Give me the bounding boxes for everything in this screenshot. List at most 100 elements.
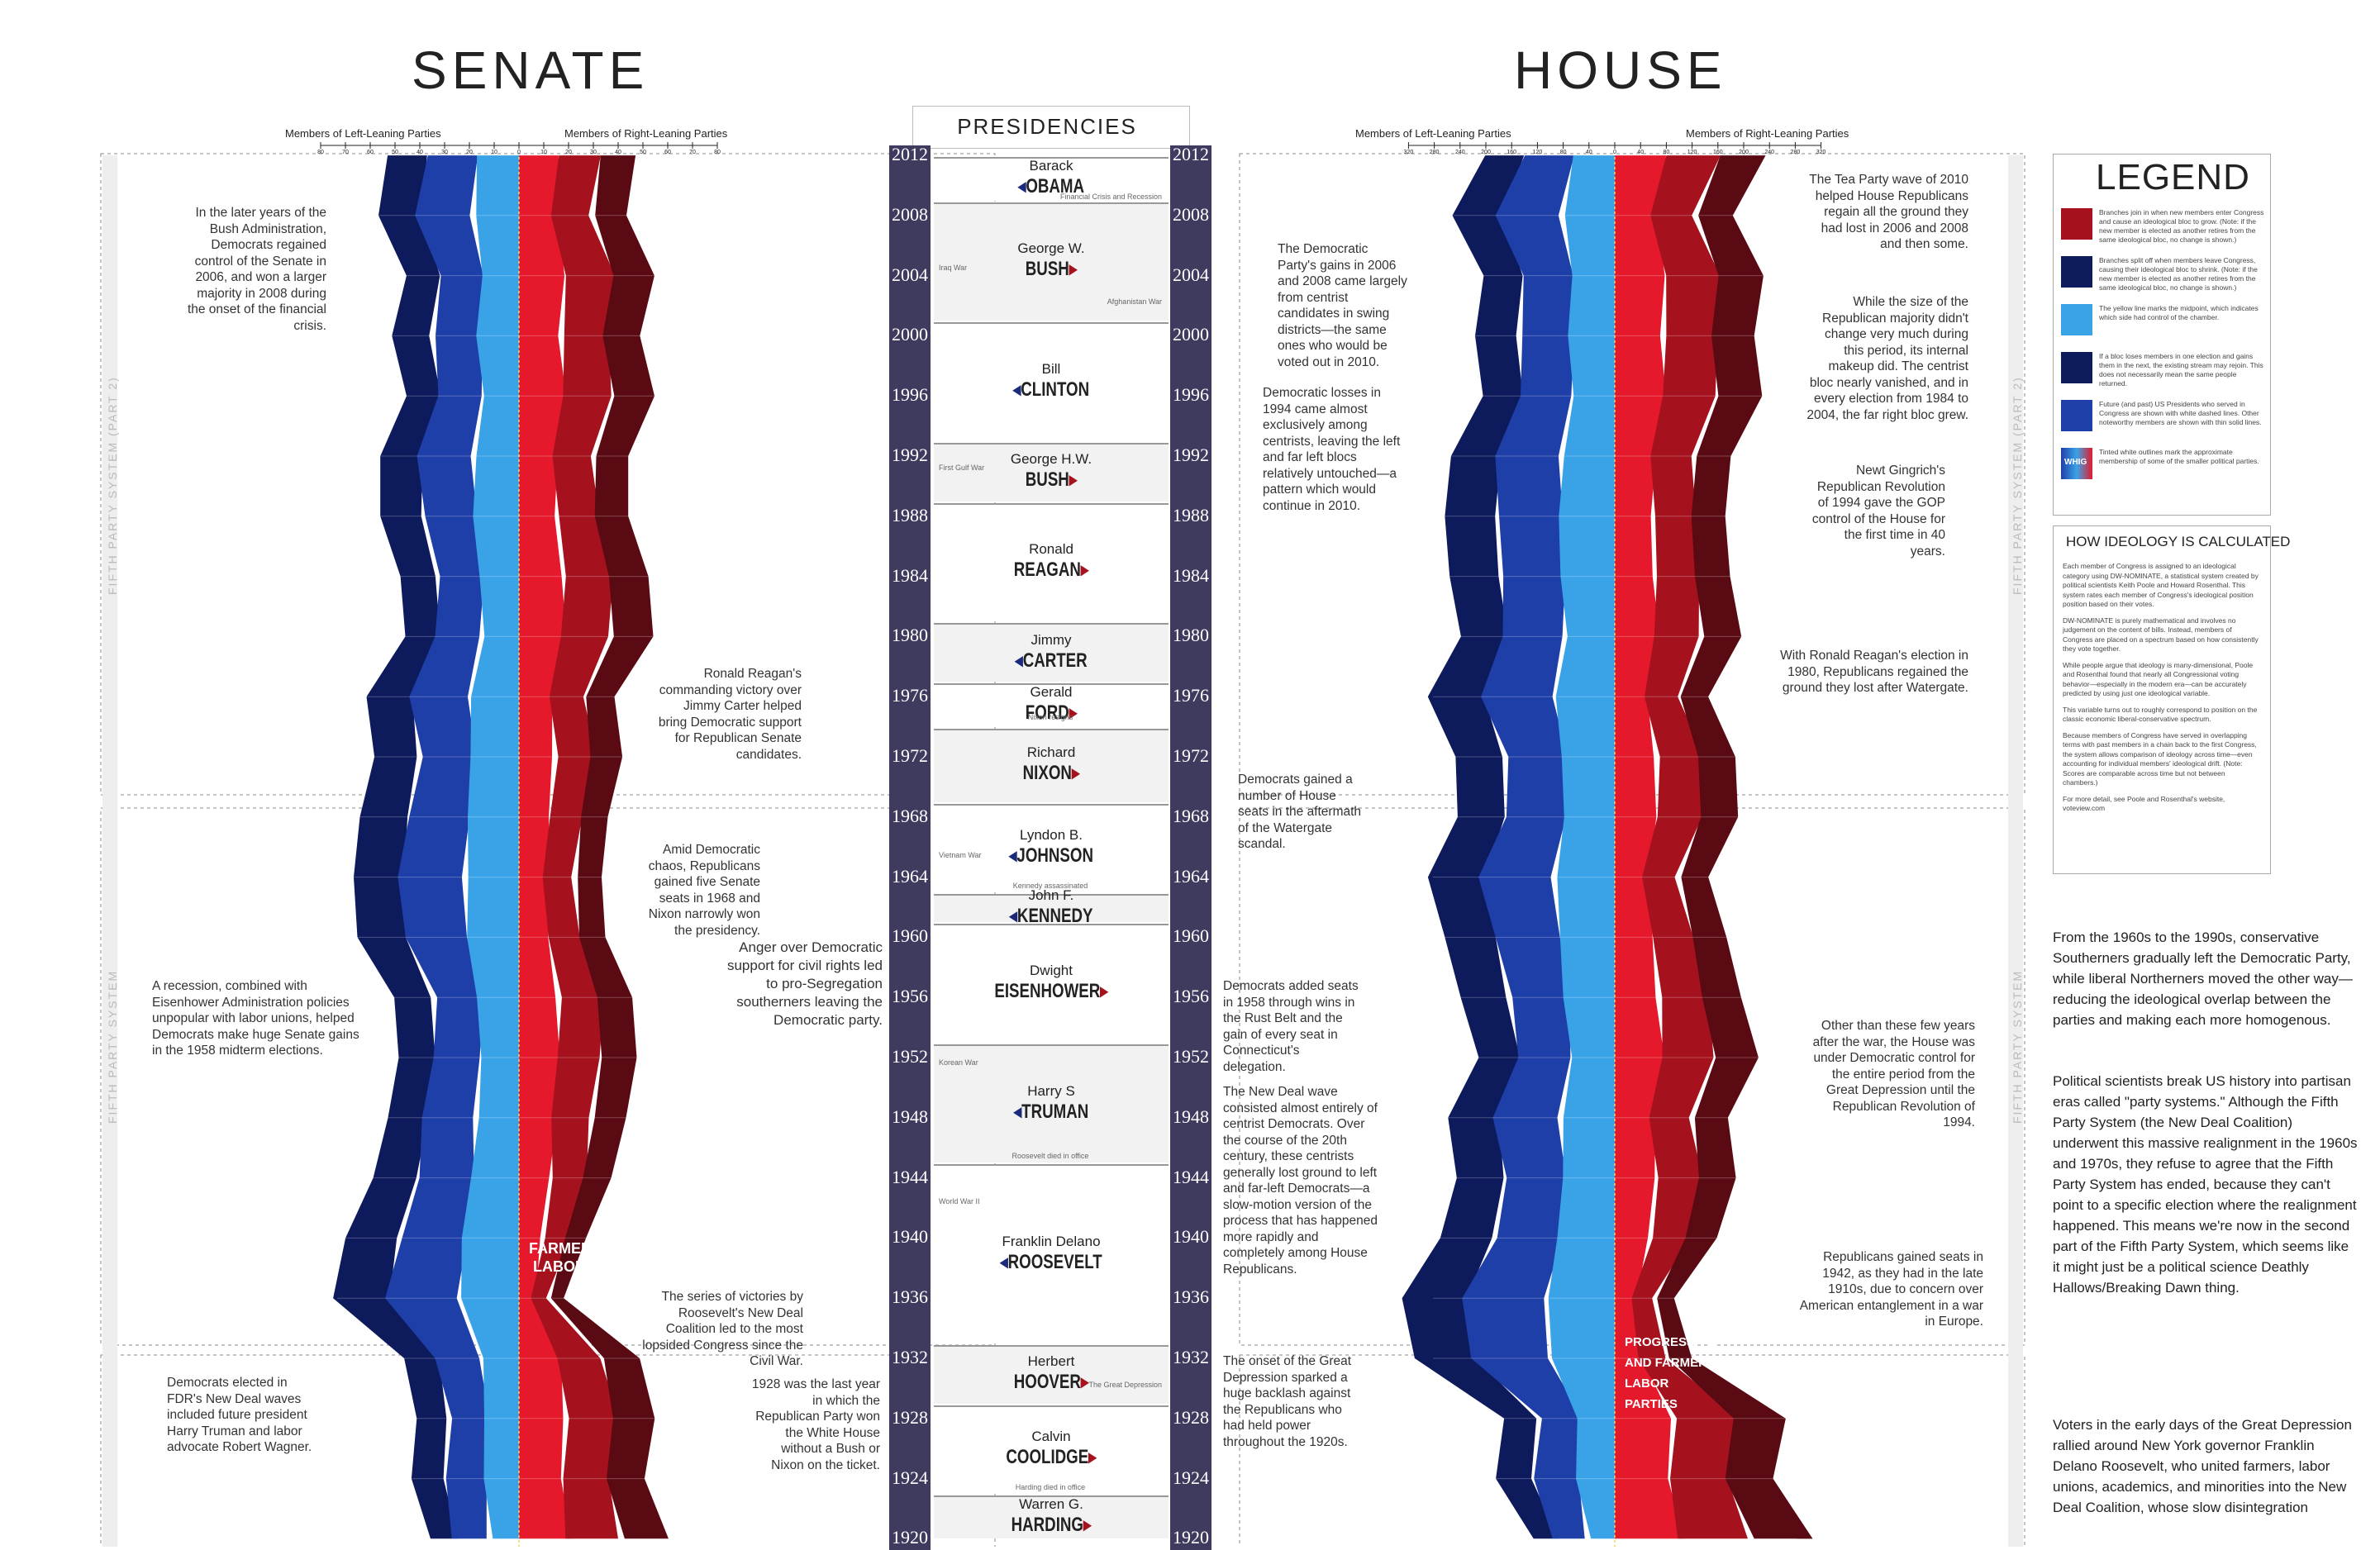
year-label: 1992: [892, 445, 928, 465]
president-first-name: Harry S: [1027, 1082, 1075, 1099]
side-text-depression: Voters in the early days of the Great De…: [2053, 1417, 2352, 1515]
side-text-realignment: From the 1960s to the 1990s, conservativ…: [2053, 930, 2353, 1028]
party-label-house-part2: FIFTH PARTY SYSTEM (PART 2): [2011, 376, 2024, 595]
house-note-1942: Republicans gained seats in 1942, as the…: [1799, 1250, 1983, 1329]
year-label: 1984: [1173, 564, 1209, 586]
president-first-name: George H.W.: [1010, 451, 1092, 468]
year-label: 1964: [1173, 865, 1209, 887]
axis-tick-label: 160: [1507, 150, 1516, 155]
year-label: 1928: [1173, 1406, 1209, 1428]
year-label: 1932: [1173, 1347, 1209, 1367]
presidency-block: [934, 157, 1169, 201]
senate-left-header: Members of Left-Leaning Parties: [285, 127, 441, 140]
event-label: Vietnam War: [939, 851, 982, 860]
house-band-far-left: [1402, 155, 1559, 1539]
house-right-header: Members of Right-Leaning Parties: [1686, 127, 1849, 140]
event-label: The Great Depression: [1088, 1380, 1162, 1389]
house-note-1994-losses: Democratic losses in 1994 came almost ex…: [1263, 386, 1401, 513]
event-label: Nixon resigns: [1027, 712, 1073, 721]
year-label: 2012: [892, 144, 928, 164]
president-first-name: Dwight: [1030, 963, 1073, 978]
year-column-left: [889, 145, 931, 1550]
legend-swatch: [2061, 352, 2092, 383]
axis-tick-label: 200: [1481, 150, 1491, 155]
president-first-name: Ronald: [1029, 541, 1073, 558]
year-label: 1944: [1173, 1166, 1209, 1187]
legend-item-text: Tinted white outlines mark the approxima…: [2099, 448, 2259, 465]
year-label: 1920: [1173, 1527, 1209, 1548]
president-first-name: Calvin: [1031, 1429, 1071, 1445]
how-p1: Each member of Congress is assigned to a…: [2063, 562, 2259, 608]
president-last-name: BUSH▸: [1025, 468, 1078, 492]
senate-note-reagan: Ronald Reagan's commanding victory over …: [658, 667, 802, 762]
senate-band-left: [385, 155, 490, 1539]
house-left-header: Members of Left-Leaning Parties: [1355, 127, 1511, 140]
president-last-name: FORD▸: [1025, 701, 1078, 725]
year-label: 2004: [892, 264, 928, 285]
house-note-new-deal-wave: The New Deal wave consisted almost entir…: [1223, 1085, 1378, 1277]
presidency-block: [934, 924, 1169, 1043]
legend-swatch: [2061, 208, 2092, 240]
democrat-marker-icon: ◂: [1009, 905, 1017, 927]
how-p4: This variable turns out to roughly corre…: [2063, 705, 2258, 724]
legend-swatch: [2061, 304, 2092, 335]
center-note-civil-rights: Anger over Democratic support for civil …: [726, 939, 883, 1028]
president-first-name: Barack: [1029, 158, 1073, 174]
year-label: 2000: [1173, 324, 1209, 345]
senate-band-far-right: [550, 155, 669, 1539]
year-label: 1952: [1173, 1046, 1209, 1067]
year-label: 1988: [892, 504, 928, 525]
senate-band-far-left: [333, 155, 459, 1539]
legend-item-text: Branches join in when new members enter …: [2099, 208, 2264, 244]
axis-tick-label: 50: [640, 150, 646, 155]
axis-tick-label: 280: [1430, 150, 1440, 155]
year-label: 1940: [892, 1226, 928, 1248]
axis-tick-label: 120: [1533, 150, 1543, 155]
republican-marker-icon: ▸: [1071, 762, 1080, 785]
president-last-name: EISENHOWER▸: [994, 980, 1108, 1002]
axis-tick-label: 200: [1739, 150, 1749, 155]
presidency-block: [934, 893, 1169, 923]
republican-marker-icon: ▸: [1080, 559, 1089, 582]
legend-item-text: Future (and past) US Presidents who serv…: [2099, 400, 2262, 426]
president-last-name: ◂KENNEDY: [1009, 905, 1093, 927]
event-label: Financial Crisis and Recession: [1059, 192, 1162, 201]
year-label: 1932: [892, 1347, 928, 1367]
legend-swatch: [2061, 400, 2092, 431]
presidencies-header-box: [912, 106, 1190, 149]
presidency-block: [934, 502, 1169, 622]
event-label: First Gulf War: [939, 463, 985, 472]
axis-tick-label: 120: [1687, 150, 1697, 155]
senate-streams: [333, 155, 701, 1547]
year-label: 1960: [1173, 925, 1209, 947]
senate-note-1958: A recession, combined with Eisenhower Ad…: [152, 979, 359, 1058]
republican-marker-icon: ▸: [1069, 701, 1078, 725]
year-label: 2012: [1173, 144, 1209, 164]
year-label: 1968: [892, 805, 928, 826]
axis-tick-label: 20: [466, 150, 473, 155]
party-label-house-part1: FIFTH PARTY SYSTEM: [2011, 969, 2024, 1124]
president-first-name: Bill: [1041, 361, 1061, 377]
democrat-marker-icon: ◂: [1017, 175, 1026, 198]
axis-tick-label: 320: [1816, 150, 1826, 155]
presidency-block: [934, 1344, 1169, 1404]
event-label: World War II: [939, 1196, 980, 1205]
year-label: 1988: [1173, 504, 1209, 525]
year-label: 1920: [892, 1527, 928, 1548]
senate-title: SENATE: [412, 40, 650, 100]
house-streams: [1402, 155, 1813, 1547]
year-label: 1976: [892, 685, 928, 706]
party-label-senate-part1: FIFTH PARTY SYSTEM: [106, 969, 119, 1124]
president-last-name: ◂OBAMA: [1017, 175, 1085, 198]
axis-tick-label: 60: [664, 150, 671, 155]
year-label: 1952: [892, 1046, 928, 1067]
presidency-block: [934, 442, 1169, 502]
senate-note-fdr-waves: Democrats elected in FDR's New Deal wave…: [167, 1376, 312, 1454]
presidency-block: [934, 1405, 1169, 1494]
house-label-progressive: PROGRESSIVE AND FARMER-LABOR PARTIES: [1625, 1335, 1716, 1411]
year-label: 1960: [892, 925, 928, 947]
year-label: 1940: [1173, 1226, 1209, 1248]
democrat-marker-icon: ◂: [1000, 1250, 1008, 1273]
republican-marker-icon: ▸: [1069, 258, 1078, 281]
year-label: 1980: [1173, 625, 1209, 646]
